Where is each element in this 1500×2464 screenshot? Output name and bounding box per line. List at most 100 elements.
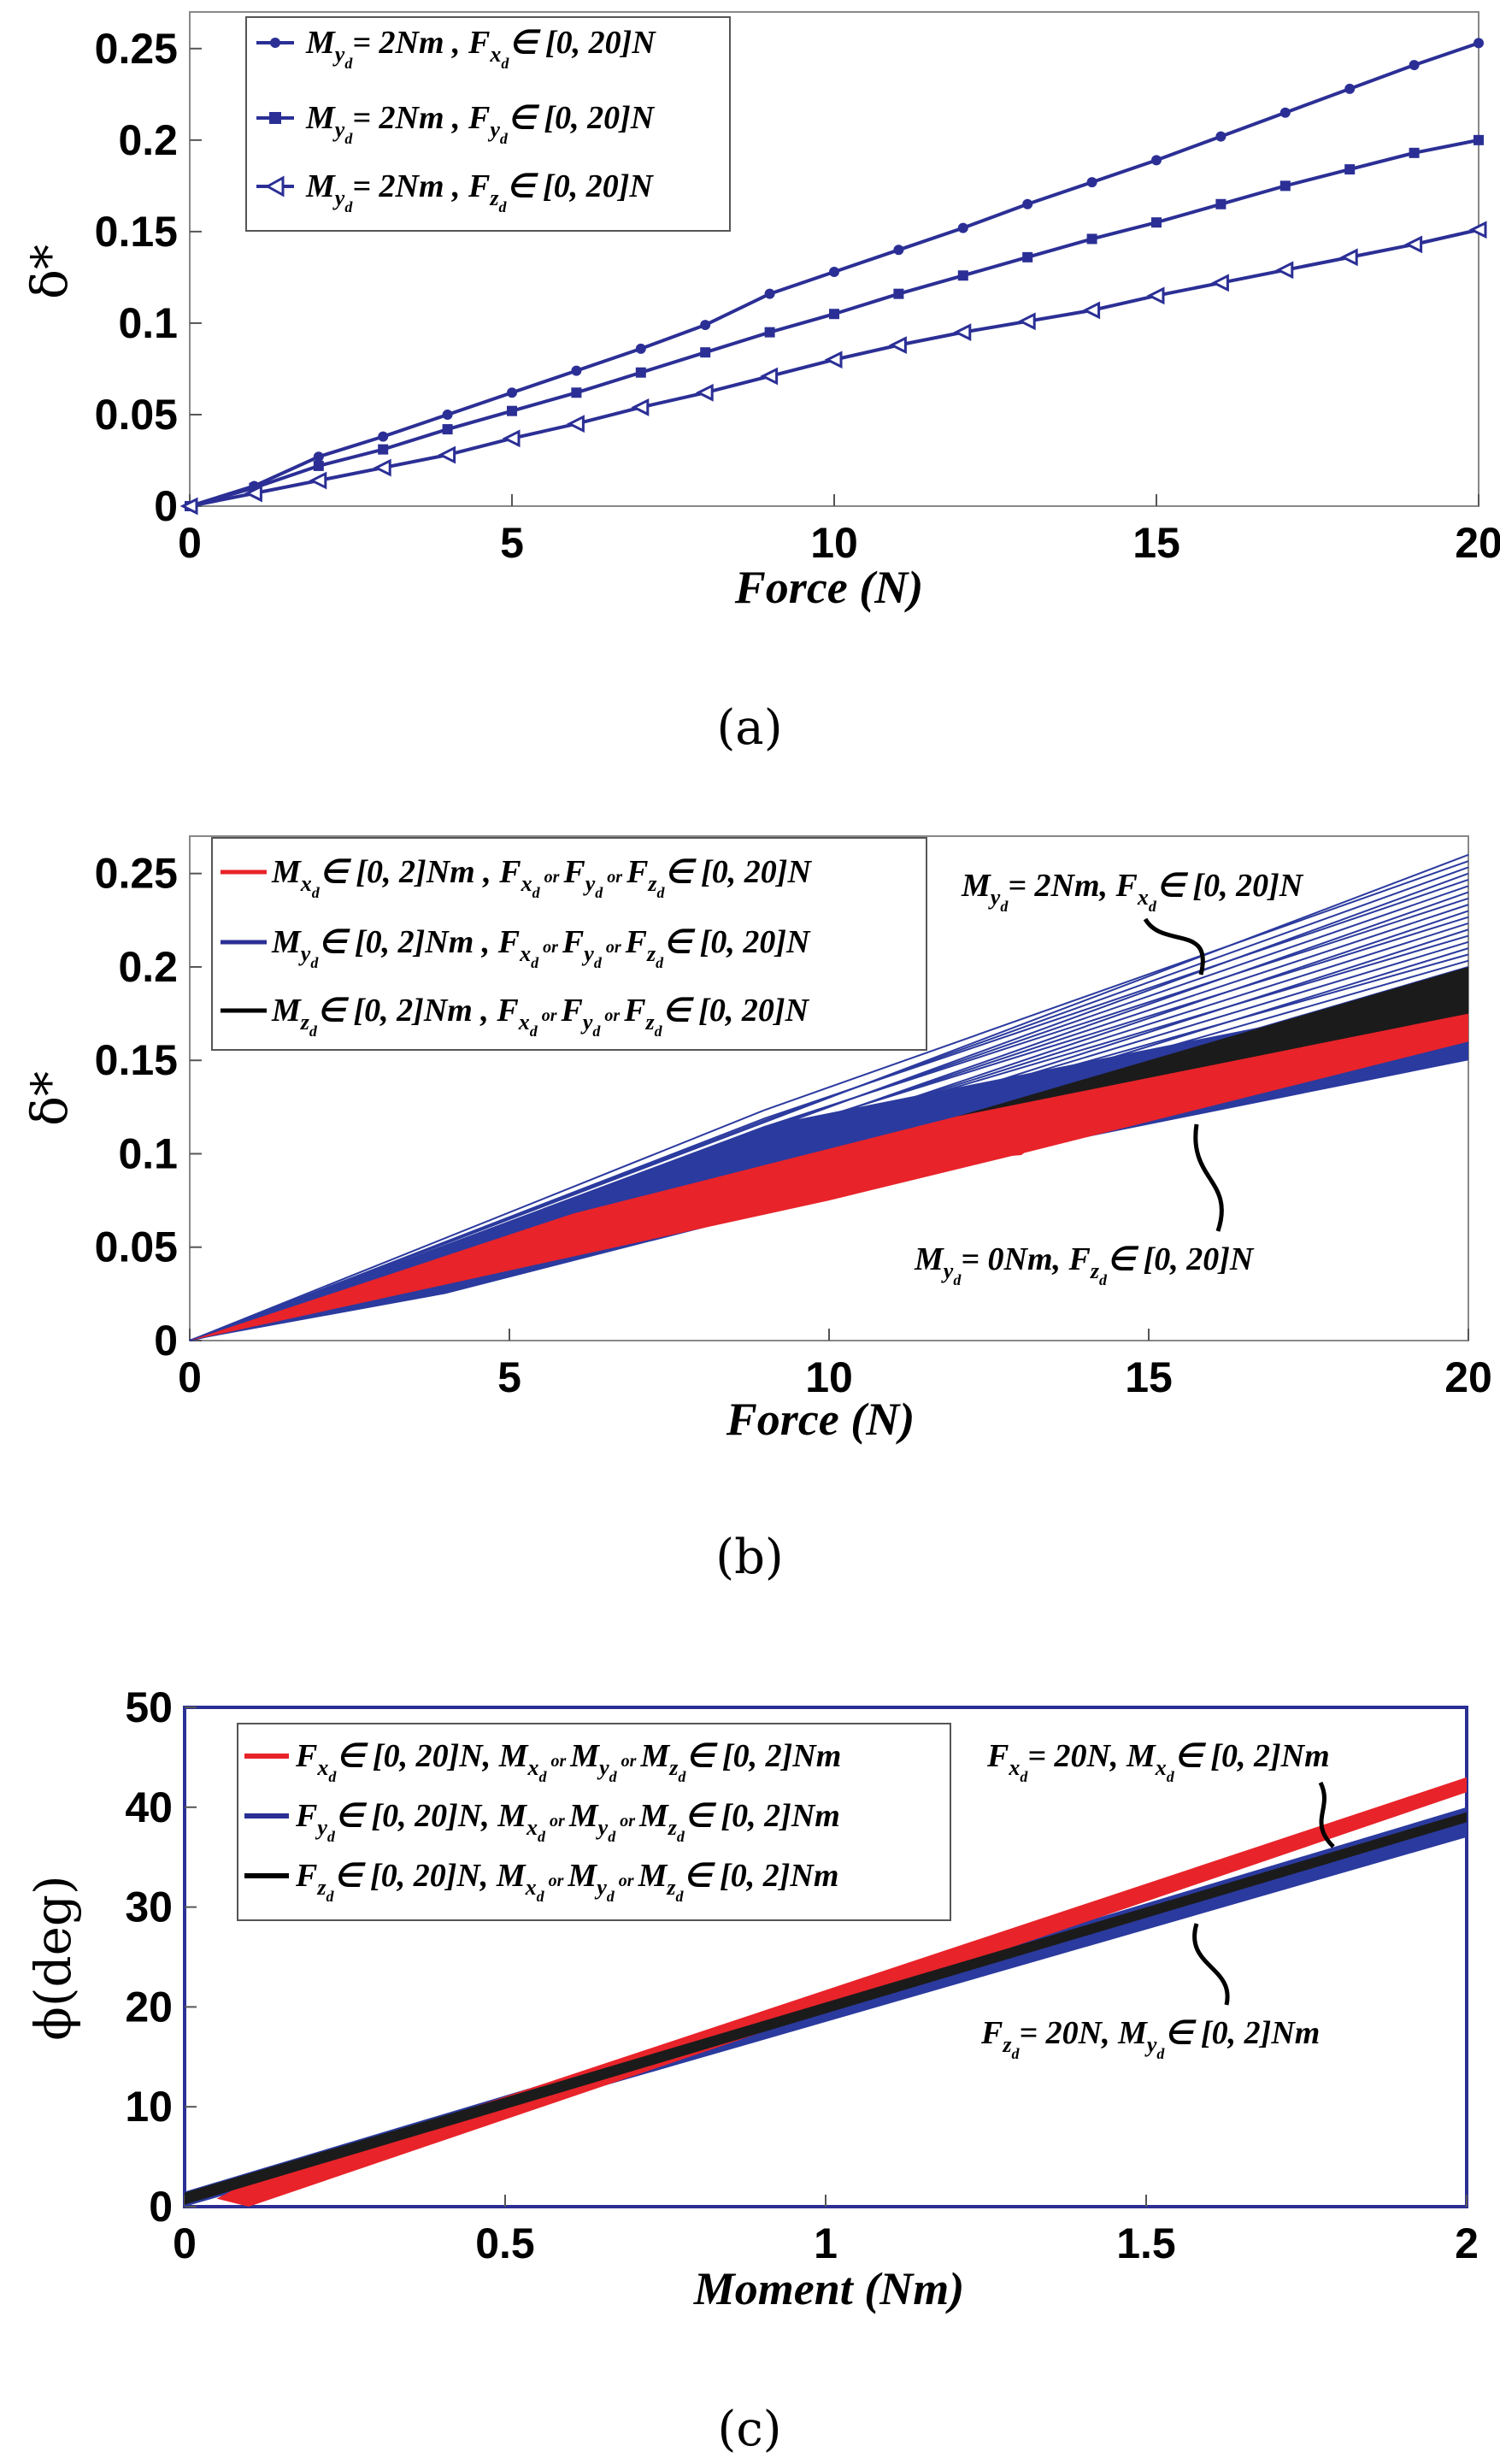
data-point	[1468, 221, 1487, 239]
data-point	[1082, 301, 1101, 320]
ytick-label: 40	[125, 1783, 173, 1831]
data-point	[1215, 198, 1226, 209]
legend-c: Fxd∈ [0, 20]N, Mxd or Myd or Mzd∈ [0, 2]…	[237, 1723, 951, 1921]
caption-a: (a)	[716, 700, 782, 756]
legend-b-2: ∈ [0, 2]Nm , F	[318, 924, 520, 960]
data-point	[957, 270, 968, 281]
xtick-label: 5	[500, 519, 524, 567]
legend-b-3b: ∈ [0, 20]N	[662, 993, 810, 1029]
data-point	[893, 245, 904, 256]
xtick-label: 0	[178, 1353, 202, 1401]
data-point	[1146, 286, 1165, 305]
legend-b-1b: ∈ [0, 20]N	[665, 854, 813, 890]
legend-b-3: ∈ [0, 2]Nm , F	[317, 993, 519, 1029]
data-point	[889, 336, 907, 355]
panel-c: 0 10 20 30 40 50 0 0.5 1 1.5 2 Fxd∈ [0, 20]N, Mxd…	[24, 1683, 1479, 2457]
legend-a: Myd= 2Nm , Fxd∈ [0, 20]N Myd= 2Nm , Fyd∈…	[245, 16, 731, 232]
xtick-label: 2	[1455, 2219, 1479, 2267]
xtick-label: 10	[810, 519, 858, 567]
data-point	[507, 405, 517, 416]
data-point	[1275, 261, 1294, 280]
data-point	[1279, 107, 1291, 118]
legend-c-3: ∈ [0, 20]N, M	[333, 1858, 526, 1894]
ytick-label: 30	[125, 1883, 173, 1931]
ytick-label: 0.2	[118, 116, 178, 164]
xtick-label: 1	[814, 2219, 838, 2267]
data-point	[953, 323, 972, 342]
data-point	[957, 222, 968, 233]
xtick-label: 0	[173, 2219, 197, 2267]
data-point	[567, 415, 585, 433]
data-point	[442, 409, 453, 420]
data-point	[438, 445, 456, 464]
ytick-label: 20	[125, 1983, 173, 2031]
data-point	[893, 288, 904, 299]
data-point	[1339, 248, 1358, 267]
ytick-label: 0.15	[95, 1036, 178, 1084]
xtick-label: 20	[1444, 1353, 1492, 1401]
legend-a-2: = 2Nm , F	[352, 100, 490, 136]
xtick-label: 0	[178, 519, 202, 567]
data-point	[764, 288, 775, 299]
xtick-label: 20	[1455, 519, 1500, 567]
xlabel-b: Force (N)	[726, 1394, 915, 1445]
legend-c-2b: ∈ [0, 2]Nm	[685, 1798, 840, 1834]
data-point	[1404, 235, 1423, 254]
data-point	[1474, 134, 1484, 145]
ylabel-c: ϕ(deg)	[24, 1875, 82, 2040]
data-point	[635, 367, 646, 378]
xtick-label: 5	[497, 1353, 521, 1401]
data-point	[378, 431, 389, 442]
data-point	[1022, 251, 1033, 262]
data-point	[1017, 312, 1036, 331]
legend-a-2b: ∈ [0, 20]N	[508, 100, 656, 136]
ytick-label: 0	[149, 2183, 173, 2231]
data-point	[1344, 83, 1356, 94]
ytick-label: 0.1	[118, 1129, 178, 1177]
xtick-label: 1.5	[1116, 2219, 1176, 2267]
ytick-label: 0.05	[95, 1223, 178, 1271]
ytick-label: 0.15	[95, 208, 178, 256]
legend-c-2: ∈ [0, 20]N, M	[335, 1798, 527, 1834]
ytick-label: 50	[125, 1683, 173, 1731]
panel-a: 0 0.05 0.1 0.15 0.2 0.25 0 5 10 15 20 Myd= 2Nm , …	[21, 11, 1500, 756]
xlabel-c: Moment (Nm)	[693, 2263, 965, 2314]
data-point	[1474, 38, 1484, 49]
data-point	[829, 309, 839, 320]
data-point	[507, 387, 517, 398]
ytick-label: 0.05	[95, 391, 178, 439]
xtick-label: 15	[1125, 1353, 1173, 1401]
xtick-label: 10	[805, 1353, 853, 1401]
ylabel-a: δ*	[21, 245, 79, 299]
data-point	[313, 451, 324, 463]
data-point	[631, 398, 650, 416]
data-point	[1409, 147, 1420, 158]
data-point	[635, 343, 646, 354]
data-point	[700, 347, 711, 358]
ytick-label: 0.1	[118, 299, 178, 347]
legend-c-1: ∈ [0, 20]N, M	[336, 1738, 528, 1774]
legend-a-3: = 2Nm , F	[352, 168, 490, 204]
black-band-fill	[185, 1812, 1467, 2205]
data-point	[1022, 198, 1033, 209]
data-point	[1151, 155, 1162, 166]
data-point	[1279, 180, 1291, 192]
data-point	[1086, 233, 1097, 245]
data-point	[179, 497, 198, 516]
ytick-label: 0	[154, 1317, 178, 1365]
data-point	[571, 387, 582, 398]
data-point	[502, 429, 521, 448]
caption-c: (c)	[717, 2402, 781, 2457]
xtick-label: 15	[1132, 519, 1180, 567]
data-point	[829, 266, 839, 277]
ylabel-b: δ*	[21, 1071, 79, 1126]
red-band-fill	[190, 1013, 1468, 1341]
data-point	[442, 424, 453, 435]
data-point	[824, 351, 843, 369]
red-band-detail	[956, 1128, 1054, 1161]
data-point	[760, 367, 779, 386]
legend-a-3b: ∈ [0, 20]N	[506, 168, 654, 204]
legend-a-1b: ∈ [0, 20]N	[509, 25, 656, 61]
ytick-label: 0	[154, 482, 178, 530]
